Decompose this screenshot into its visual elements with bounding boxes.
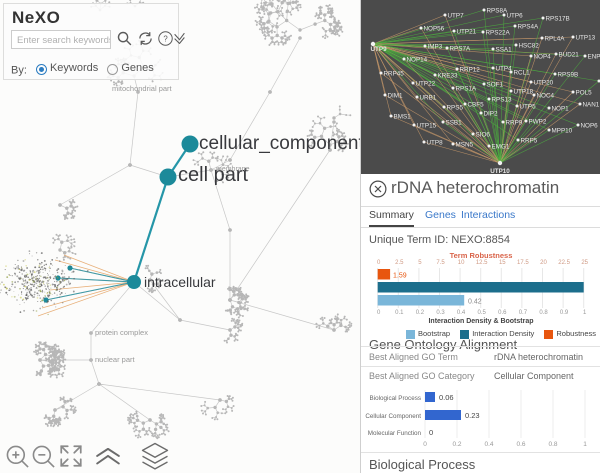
svg-text:1: 1 <box>583 441 587 446</box>
svg-text:BMS1: BMS1 <box>394 113 412 120</box>
svg-text:0.8: 0.8 <box>548 441 557 446</box>
svg-text:EMG1: EMG1 <box>492 143 510 150</box>
svg-text:NOP6: NOP6 <box>581 122 599 129</box>
svg-text:MSN5: MSN5 <box>456 141 474 148</box>
svg-text:NAN1: NAN1 <box>583 101 600 108</box>
svg-text:RPS13: RPS13 <box>492 96 512 103</box>
svg-text:UTP5: UTP5 <box>520 103 537 110</box>
svg-text:Molecular Function: Molecular Function <box>368 430 422 437</box>
svg-text:UTP8: UTP8 <box>427 139 444 146</box>
svg-text:1.59: 1.59 <box>393 273 407 280</box>
svg-text:SSB1: SSB1 <box>446 119 463 126</box>
svg-text:RRP9: RRP9 <box>506 119 523 126</box>
svg-text:?: ? <box>163 35 168 44</box>
svg-text:0: 0 <box>429 428 433 437</box>
svg-text:UTP10: UTP10 <box>490 168 510 174</box>
svg-text:Biological Process: Biological Process <box>370 395 421 402</box>
svg-text:NOP1: NOP1 <box>552 105 570 112</box>
svg-text:0: 0 <box>423 441 427 446</box>
svg-text:DIP2: DIP2 <box>484 110 498 117</box>
svg-text:0.2: 0.2 <box>452 441 461 446</box>
svg-text:MPP10: MPP10 <box>552 127 573 134</box>
svg-text:PWP2: PWP2 <box>529 118 547 125</box>
svg-text:0.4: 0.4 <box>484 441 493 446</box>
svg-text:RPS5: RPS5 <box>447 104 464 111</box>
svg-text:0.6: 0.6 <box>516 441 525 446</box>
svg-text:Cellular Component: Cellular Component <box>365 413 421 420</box>
svg-text:UTP15: UTP15 <box>417 122 437 129</box>
svg-text:0.23: 0.23 <box>465 411 480 420</box>
svg-text:CBF5: CBF5 <box>468 101 485 108</box>
svg-text:RRP5: RRP5 <box>521 137 538 144</box>
svg-text:0.06: 0.06 <box>439 393 454 402</box>
svg-text:0.42: 0.42 <box>468 299 482 306</box>
svg-text:URB1: URB1 <box>420 94 437 101</box>
svg-text:SIO6: SIO6 <box>476 131 491 138</box>
